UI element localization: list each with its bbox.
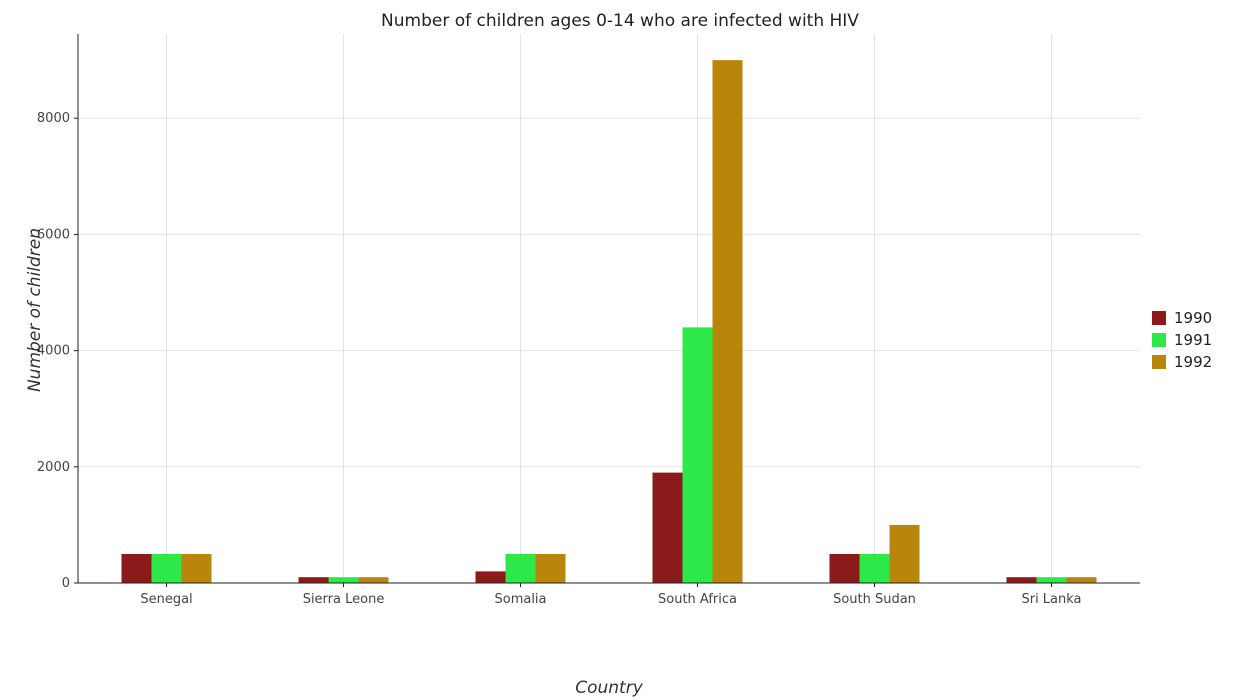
bar-1991 bbox=[859, 553, 890, 583]
axes: 0 2000 4000 6000 8000 Senegal Sierra Leone Soma… bbox=[37, 34, 1140, 607]
bar-1992 bbox=[889, 524, 920, 583]
bar-1991 bbox=[328, 577, 359, 583]
bar-1990 bbox=[652, 472, 683, 583]
chart-title: Number of children ages 0-14 who are inf… bbox=[381, 11, 859, 31]
bars bbox=[121, 60, 1097, 583]
bar-1991 bbox=[151, 553, 182, 583]
legend-label: 1990 bbox=[1174, 309, 1212, 327]
y-tick-label: 6000 bbox=[37, 227, 70, 242]
legend-swatch bbox=[1152, 333, 1166, 347]
x-tick-label: South Sudan bbox=[833, 592, 916, 607]
y-tick-label: 0 bbox=[62, 576, 70, 591]
x-tick-label: Somalia bbox=[494, 592, 546, 607]
bar-1992 bbox=[181, 553, 212, 583]
x-tick-label: Sierra Leone bbox=[303, 592, 385, 607]
x-tick-label: Senegal bbox=[140, 592, 192, 607]
y-tick-label: 2000 bbox=[37, 460, 70, 475]
bar-1991 bbox=[505, 553, 536, 583]
x-axis-label: Country bbox=[575, 678, 643, 698]
x-tick-label: Sri Lanka bbox=[1021, 592, 1081, 607]
y-tick-label: 8000 bbox=[37, 111, 70, 126]
bar-1991 bbox=[1036, 577, 1067, 583]
legend: 1990 1991 1992 bbox=[1152, 309, 1212, 371]
bar-1992 bbox=[712, 60, 743, 583]
legend-swatch bbox=[1152, 311, 1166, 325]
bar-1992 bbox=[1066, 577, 1097, 583]
bar-1992 bbox=[535, 553, 566, 583]
legend-label: 1991 bbox=[1174, 331, 1212, 349]
legend-label: 1992 bbox=[1174, 353, 1212, 371]
legend-swatch bbox=[1152, 355, 1166, 369]
bar-1990 bbox=[298, 577, 329, 583]
bar-1990 bbox=[829, 553, 860, 583]
bar-1991 bbox=[682, 327, 713, 583]
bar-1992 bbox=[358, 577, 389, 583]
bar-1990 bbox=[1006, 577, 1037, 583]
grid bbox=[78, 34, 1140, 584]
bar-1990 bbox=[475, 571, 506, 583]
x-tick-label: South Africa bbox=[658, 592, 737, 607]
y-tick-label: 4000 bbox=[37, 344, 70, 359]
y-axis-label: Number of children bbox=[25, 228, 45, 392]
bar-1990 bbox=[121, 553, 152, 583]
